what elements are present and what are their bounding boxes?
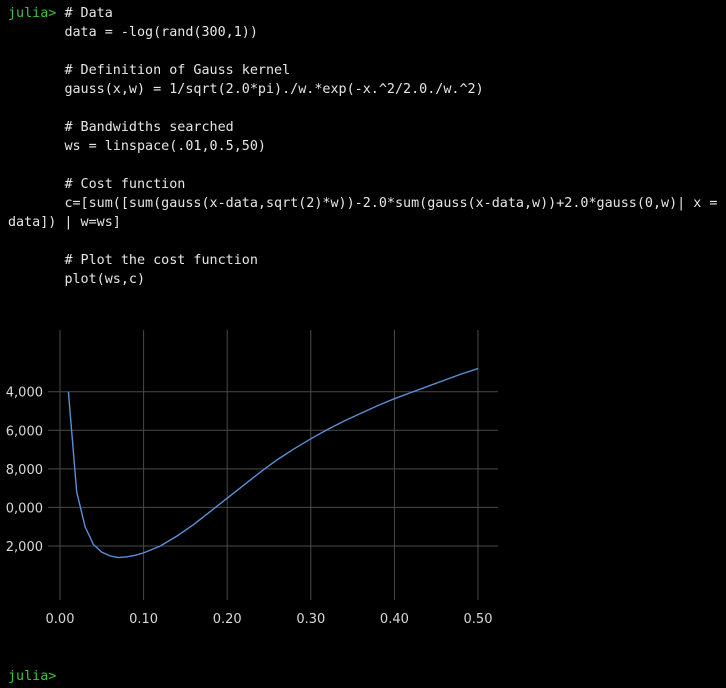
julia-prompt-final: julia> xyxy=(8,669,57,684)
code-line-11: c=[sum([sum(gauss(x-data,sqrt(2)*w))-2.0… xyxy=(64,196,718,211)
x-tick-label: 0.00 xyxy=(46,612,75,627)
x-tick-label: 0.10 xyxy=(129,612,158,627)
series-line-c xyxy=(67,367,479,559)
x-tick-label: 0.20 xyxy=(213,612,242,627)
y-tick-label: 0,000 xyxy=(6,501,43,516)
code-line-14: # Plot the cost function xyxy=(64,253,258,268)
code-line-1: julia> # Data xyxy=(8,6,113,21)
x-tick-label: 0.50 xyxy=(464,612,493,627)
code-line-6 xyxy=(8,99,64,118)
code-line-13 xyxy=(8,232,64,251)
code-line-8: ws = linspace(.01,0.5,50) xyxy=(64,139,266,154)
plot-tick-labels: 0.00 0.10 0.20 0.30 0.40 0.50 4,000 6,000 8,000 0… xyxy=(6,386,493,627)
code-line-9 xyxy=(8,156,64,175)
y-tick-label: 4,000 xyxy=(6,386,43,401)
code-line-5: gauss(x,w) = 1/sqrt(2.0*pi)./w.*exp(-x.^… xyxy=(64,82,484,97)
code-line-15: plot(ws,c) xyxy=(64,272,146,287)
final-prompt-line[interactable]: julia> xyxy=(8,667,56,686)
code-line-3 xyxy=(8,42,64,61)
y-tick-label: 8,000 xyxy=(6,463,43,478)
cost-function-plot: 0.00 0.10 0.20 0.30 0.40 0.50 4,000 6,000 8,000 0… xyxy=(6,330,498,627)
code-line-4: # Definition of Gauss kernel xyxy=(64,63,291,78)
code-line-12: data]) | w=ws] xyxy=(8,215,121,230)
x-tick-label: 0.40 xyxy=(380,612,409,627)
julia-prompt: julia> xyxy=(8,6,57,21)
code-line-7: # Bandwidths searched xyxy=(64,120,234,135)
y-tick-label: 6,000 xyxy=(6,424,43,439)
y-tick-label: 2,000 xyxy=(6,540,43,555)
x-tick-label: 0.30 xyxy=(296,612,325,627)
code-line-10: # Cost function xyxy=(64,177,186,192)
plot-grid xyxy=(48,330,498,600)
code-line-2: data = -log(rand(300,1)) xyxy=(64,25,258,40)
